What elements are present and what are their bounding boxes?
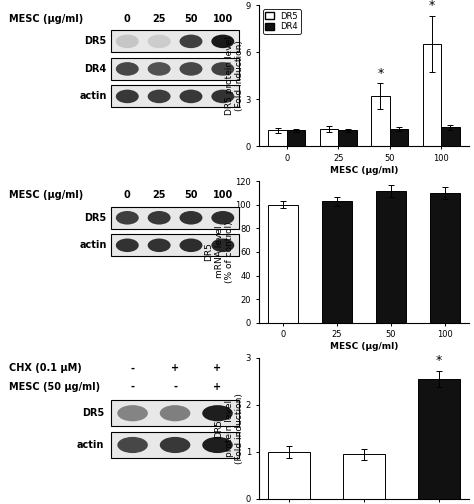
Ellipse shape [202,437,233,453]
Bar [111,207,239,229]
Text: +: + [213,382,221,392]
Text: 100: 100 [213,14,233,24]
Bar [111,30,239,52]
Bar [343,454,384,499]
Text: 25: 25 [152,190,166,200]
Bar [111,432,239,458]
Bar [441,128,460,146]
Bar [320,129,338,146]
Ellipse shape [116,35,139,48]
X-axis label: MESC (μg/ml): MESC (μg/ml) [330,342,398,351]
Ellipse shape [180,238,202,252]
Y-axis label: DR5 protein level
(Fold induction): DR5 protein level (Fold induction) [225,36,244,115]
Ellipse shape [180,35,202,48]
Ellipse shape [118,437,148,453]
Bar [371,96,390,146]
Text: 0: 0 [124,14,131,24]
Bar [268,131,287,146]
Text: -: - [131,363,135,373]
Ellipse shape [211,211,234,225]
Text: -: - [131,382,135,392]
Text: 50: 50 [184,14,198,24]
Ellipse shape [116,238,139,252]
Y-axis label: DR5
protein level
(Fold induction): DR5 protein level (Fold induction) [215,393,244,464]
Text: -: - [173,382,177,392]
Ellipse shape [160,405,191,421]
Bar [287,131,305,146]
Ellipse shape [148,62,171,76]
Ellipse shape [148,35,171,48]
Bar [111,234,239,256]
Y-axis label: DR5
mRNA level
(% of control): DR5 mRNA level (% of control) [204,221,234,283]
Bar [111,58,239,80]
Ellipse shape [202,405,233,421]
Text: DR5: DR5 [82,408,104,418]
Bar [419,379,460,499]
Ellipse shape [148,90,171,103]
Text: MESC (μg/ml): MESC (μg/ml) [9,190,84,200]
Bar [430,193,460,323]
Ellipse shape [211,62,234,76]
Bar [268,205,298,323]
Bar [376,191,406,323]
Bar [268,452,310,499]
Ellipse shape [160,437,191,453]
Text: actin: actin [77,440,104,450]
Bar [111,86,239,107]
Text: MESC (μg/ml): MESC (μg/ml) [9,14,84,24]
Text: *: * [377,67,383,80]
Ellipse shape [211,90,234,103]
Text: DR5: DR5 [84,213,107,223]
Ellipse shape [211,238,234,252]
Ellipse shape [180,62,202,76]
Legend: DR5, DR4: DR5, DR4 [263,9,301,34]
Text: CHX (0.1 μM): CHX (0.1 μM) [9,363,82,373]
Ellipse shape [148,238,171,252]
Bar [423,44,441,146]
Text: 50: 50 [184,190,198,200]
Ellipse shape [116,211,139,225]
Ellipse shape [116,90,139,103]
Text: +: + [213,363,221,373]
Bar [111,400,239,426]
X-axis label: MESC (μg/ml): MESC (μg/ml) [330,166,398,174]
Text: actin: actin [79,240,107,250]
Text: DR4: DR4 [84,64,107,74]
Bar [338,131,357,146]
Text: *: * [429,0,435,12]
Bar [322,202,352,323]
Text: DR5: DR5 [84,36,107,46]
Text: 25: 25 [152,14,166,24]
Bar [390,129,408,146]
Ellipse shape [116,62,139,76]
Ellipse shape [180,90,202,103]
Ellipse shape [118,405,148,421]
Ellipse shape [148,211,171,225]
Text: +: + [171,363,179,373]
Ellipse shape [211,35,234,48]
Text: MESC (50 μg/ml): MESC (50 μg/ml) [9,382,100,392]
Text: 100: 100 [213,190,233,200]
Text: 0: 0 [124,190,131,200]
Text: actin: actin [79,91,107,101]
Text: *: * [436,354,442,367]
Ellipse shape [180,211,202,225]
